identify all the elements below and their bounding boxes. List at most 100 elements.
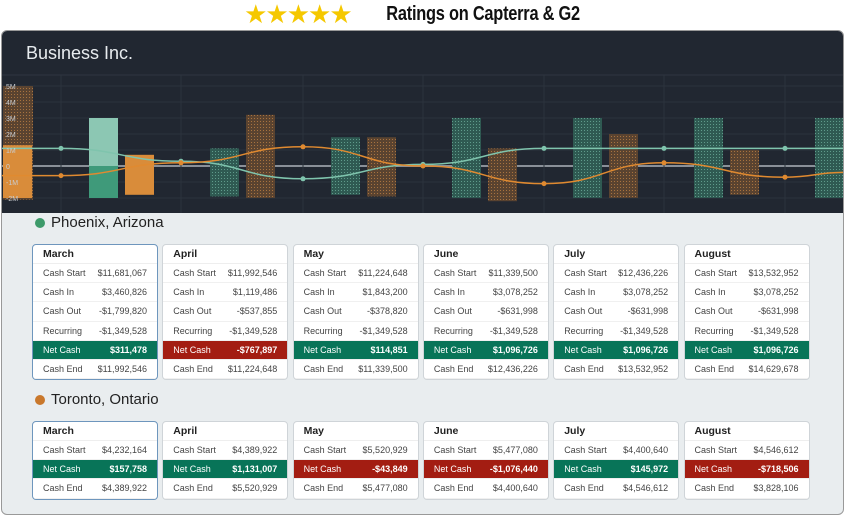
row-label: Net Cash [173, 464, 211, 475]
row-label: Recurring [694, 325, 734, 336]
month-card-may[interactable]: May Cash Start $5,520,929 Net Cash -$43,849 C… [292, 421, 419, 500]
row-label: Net Cash [564, 464, 602, 475]
row-label: Cash Start [564, 268, 607, 279]
month-card-april[interactable]: April Cash Start $4,389,922 Net Cash $1,131,… [162, 421, 289, 500]
y-tick-label: 1M [6, 148, 16, 155]
row-value: -$718,506 [757, 464, 799, 475]
month-card-july[interactable]: July Cash Start $12,436,226 Cash In $3,078,2… [553, 244, 680, 381]
recurring-row: Recurring -$1,349,528 [163, 322, 288, 341]
row-value: -$537,855 [236, 306, 278, 317]
month-card-june[interactable]: June Cash Start $5,477,080 Net Cash -$1,076,… [422, 421, 549, 500]
month-card-april[interactable]: April Cash Start $11,992,546 Cash In $1,119,… [162, 244, 289, 381]
month-card-august[interactable]: August Cash Start $13,532,952 Cash In $3,078… [683, 244, 810, 381]
orange-point [782, 174, 788, 180]
row-label: Cash End [433, 483, 474, 494]
recurring-row: Recurring -$1,349,528 [293, 322, 418, 341]
y-tick-label: 2M [6, 132, 16, 139]
cash-in-bar [573, 118, 602, 198]
month-label: July [554, 422, 679, 441]
cash-start-row: Cash Start $5,520,929 [293, 441, 418, 461]
cash-start-row: Cash Start $12,436,226 [554, 264, 679, 284]
row-label: Cash Start [303, 268, 347, 279]
row-value: -$767,897 [236, 344, 278, 355]
row-label: Cash Start [43, 445, 86, 456]
cash-end-row: Cash End $12,436,226 [423, 360, 548, 380]
teal-point [58, 145, 64, 151]
cash-in-bar [815, 118, 843, 198]
row-label: Recurring [564, 325, 604, 336]
row-label: Cash Start [433, 268, 477, 279]
cash-in-bar [694, 118, 723, 198]
row-label: Cash Out [173, 306, 212, 317]
month-label: June [423, 422, 548, 441]
month-label: July [554, 245, 679, 264]
cash-out-row: Cash Out -$631,998 [423, 302, 548, 322]
row-label: Cash Start [564, 445, 607, 456]
row-label: Net Cash [303, 464, 342, 475]
net-cash-row: Net Cash -$718,506 [684, 460, 809, 480]
cash-end-row: Cash End $13,532,952 [554, 360, 679, 380]
cash-end-row: Cash End $11,992,546 [33, 360, 157, 380]
row-value: $12,436,226 [618, 268, 669, 279]
cash-out-row: Cash Out -$631,998 [554, 302, 679, 322]
row-value: $11,992,546 [227, 268, 278, 279]
row-label: Net Cash [433, 344, 472, 355]
cash-out-bar [246, 114, 275, 198]
cash-start-row: Cash Start $11,992,546 [163, 264, 288, 284]
month-card-august[interactable]: August Cash Start $4,546,612 Net Cash -$718,… [683, 421, 810, 500]
cash-start-row: Cash Start $4,232,164 [33, 441, 157, 461]
cash-out-row: Cash Out -$1,799,820 [33, 302, 157, 322]
row-value: $12,436,226 [487, 364, 538, 375]
month-label: March [33, 245, 157, 264]
row-label: Cash End [43, 483, 83, 494]
row-label: Net Cash [433, 464, 472, 475]
row-value: $4,400,640 [492, 483, 538, 494]
location-icon [35, 394, 45, 405]
row-value: -$43,849 [372, 464, 408, 475]
cash-end-row: Cash End $4,400,640 [423, 479, 548, 499]
row-label: Cash Out [564, 306, 603, 317]
row-label: Net Cash [173, 344, 211, 355]
recurring-row: Recurring -$1,349,528 [554, 322, 679, 341]
row-label: Cash End [433, 364, 474, 375]
month-card-july[interactable]: July Cash Start $4,400,640 Net Cash $145,972… [553, 421, 680, 500]
row-value: $3,078,252 [492, 287, 538, 298]
row-value: $5,520,929 [362, 445, 408, 456]
row-label: Cash Start [694, 445, 738, 456]
row-value: $3,078,252 [623, 287, 669, 298]
row-value: $11,339,500 [358, 364, 408, 375]
row-value: $13,532,952 [748, 268, 799, 279]
net-cash-row: Net Cash $1,131,007 [163, 460, 288, 480]
month-label: May [293, 422, 418, 441]
row-value: $4,389,922 [232, 445, 278, 456]
recurring-row: Recurring -$1,349,528 [33, 322, 157, 341]
row-value: $1,096,726 [623, 344, 669, 355]
cash-end-row: Cash End $3,828,106 [684, 479, 809, 499]
location-heading: Toronto, Ontario [35, 391, 159, 408]
month-label: May [293, 245, 418, 264]
row-label: Net Cash [694, 464, 733, 475]
row-value: -$631,998 [627, 306, 669, 317]
month-card-may[interactable]: May Cash Start $11,224,648 Cash In $1,843,20… [292, 244, 419, 381]
row-value: $1,096,726 [753, 344, 799, 355]
month-card-march[interactable]: March Cash Start $11,681,067 Cash In $3,460,… [32, 244, 158, 381]
row-value: $1,096,726 [492, 344, 538, 355]
row-value: -$1,349,528 [98, 325, 147, 336]
y-tick-label: 5M [6, 84, 16, 91]
row-value: $5,477,080 [492, 445, 538, 456]
y-tick-label: -2M [6, 196, 18, 203]
month-card-march[interactable]: March Cash Start $4,232,164 Net Cash $157,75… [32, 421, 158, 500]
orange-point [178, 160, 184, 166]
row-label: Cash End [564, 483, 604, 494]
row-label: Cash In [694, 287, 726, 298]
row-label: Recurring [303, 325, 343, 336]
row-value: $114,851 [370, 344, 408, 355]
net-cash-row: Net Cash $1,096,726 [423, 340, 548, 360]
cash-start-row: Cash Start $11,224,648 [293, 264, 418, 284]
cash-out-bar [3, 145, 32, 198]
row-value: $5,477,080 [362, 483, 408, 494]
row-value: $4,400,640 [623, 445, 669, 456]
cashflow-chart: Business Inc. 5M 4M 3M 2M 1M 0 -1M -2M [2, 31, 843, 213]
cash-end-row: Cash End $5,520,929 [163, 479, 288, 499]
month-card-june[interactable]: June Cash Start $11,339,500 Cash In $3,078,2… [422, 244, 549, 381]
